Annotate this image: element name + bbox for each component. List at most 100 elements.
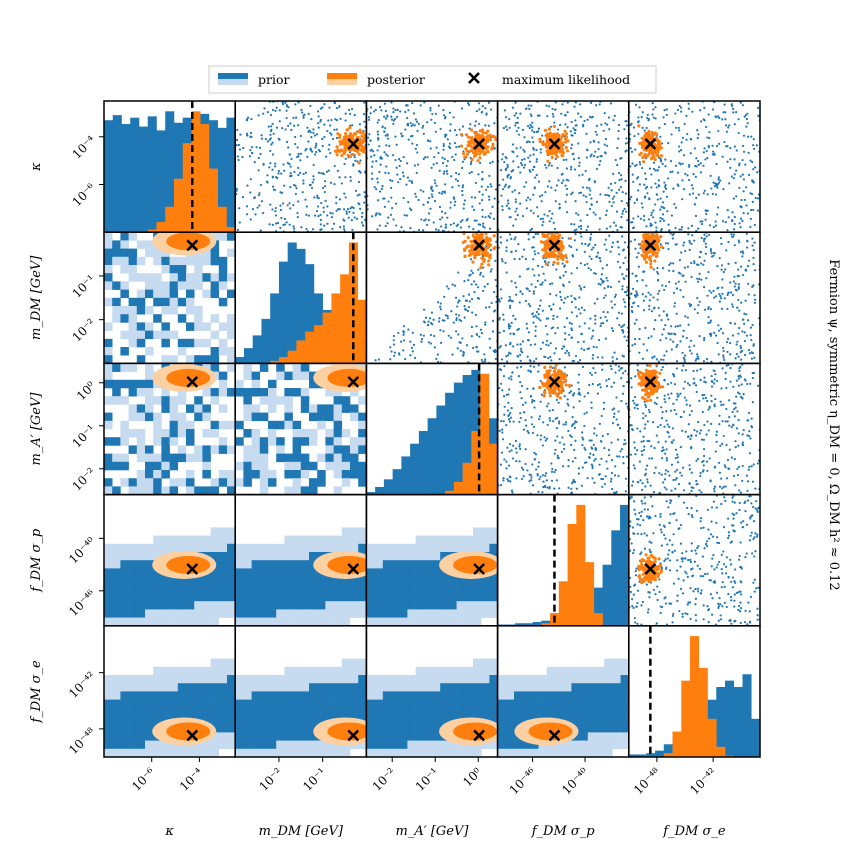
panel-kappa-m_Aprime	[365, 100, 499, 233]
prior-sample-point	[238, 148, 242, 151]
prior-sample-point	[550, 462, 553, 465]
prior-sample-point	[709, 334, 713, 337]
prior-sample-point	[488, 174, 491, 177]
prior-sample-point	[457, 314, 461, 317]
prior-sample-point	[634, 164, 637, 168]
prior-sample-point	[660, 142, 664, 145]
prior-sample-point	[307, 112, 310, 116]
prior-sample-point	[529, 343, 532, 346]
prior-sample-point	[622, 372, 625, 375]
posterior-sample-point	[657, 248, 661, 252]
prior-sample-point	[566, 126, 569, 129]
prior-sample-point	[438, 169, 441, 172]
prior-sample-point	[537, 317, 540, 320]
prior-sample-point	[446, 317, 449, 320]
prior-sample-point	[468, 172, 471, 175]
prior-sample-point	[718, 116, 721, 120]
posterior-sample-point	[538, 228, 541, 231]
posterior-sample-point	[552, 124, 556, 129]
prior-2d-cell	[145, 396, 154, 405]
prior-sample-point	[737, 268, 740, 271]
prior-sample-point	[622, 298, 625, 301]
prior-sample-point	[329, 131, 332, 135]
prior-sample-point	[316, 205, 320, 208]
prior-sample-point	[455, 318, 458, 322]
posterior-sample-point	[349, 136, 354, 140]
prior-2d-cell	[202, 248, 211, 258]
prior-sample-point	[375, 160, 378, 163]
prior-2d-cell	[177, 265, 187, 274]
prior-sample-point	[595, 434, 598, 437]
prior-sample-point	[720, 307, 724, 310]
prior-sample-point	[422, 132, 425, 135]
prior-sample-point	[677, 126, 681, 130]
prior-sample-point	[338, 198, 342, 201]
prior-2d-cell	[202, 470, 211, 479]
prior-sample-point	[556, 166, 559, 170]
posterior-sample-point	[655, 243, 659, 247]
prior-sample-point	[331, 212, 334, 215]
prior-sample-point	[583, 250, 586, 253]
prior-sample-point	[297, 200, 300, 203]
prior-sample-point	[548, 162, 551, 165]
prior-sample-point	[509, 325, 512, 328]
prior-sample-point	[432, 318, 435, 321]
prior-sample-point	[290, 128, 293, 132]
prior-sample-point	[343, 192, 346, 195]
prior-hist-bar	[235, 357, 245, 364]
prior-sample-point	[674, 282, 678, 285]
prior-sample-point	[478, 122, 481, 126]
prior-sample-point	[449, 223, 452, 226]
prior-2d-cell	[161, 396, 170, 405]
prior-sample-point	[727, 291, 730, 295]
posterior-sample-point	[477, 238, 482, 242]
prior-2d-cell	[177, 347, 187, 356]
prior-sample-point	[622, 331, 625, 334]
prior-sample-point	[485, 188, 488, 191]
prior-sample-point	[461, 219, 464, 222]
prior-sample-point	[717, 329, 721, 332]
posterior-sample-point	[477, 147, 481, 152]
prior-sample-point	[477, 286, 480, 289]
prior-sample-point	[664, 285, 668, 288]
prior-sample-point	[366, 136, 370, 139]
prior-2d-cell	[235, 379, 244, 389]
prior-sample-point	[505, 249, 508, 253]
prior-sample-point	[501, 205, 504, 208]
prior-sample-point	[504, 168, 507, 171]
prior-sample-point	[749, 225, 752, 229]
prior-sample-point	[667, 332, 670, 335]
posterior-sample-point	[650, 155, 655, 160]
prior-sample-point	[323, 123, 326, 126]
prior-sample-point	[574, 306, 577, 309]
prior-2d-cell	[317, 478, 326, 487]
prior-sample-point	[451, 155, 454, 159]
prior-sample-point	[238, 207, 241, 210]
prior-sample-point	[363, 191, 366, 194]
prior-sample-point	[331, 227, 334, 231]
prior-sample-point	[613, 412, 616, 415]
prior-sample-point	[411, 123, 415, 126]
prior-sample-point	[573, 168, 577, 171]
prior-sample-point	[612, 221, 615, 224]
prior-sample-point	[737, 274, 741, 278]
prior-sample-point	[652, 307, 655, 310]
prior-sample-point	[551, 212, 554, 215]
posterior-sample-point	[487, 259, 491, 263]
prior-sample-point	[564, 297, 567, 300]
prior-2d-cell	[145, 478, 154, 487]
prior-sample-point	[422, 124, 425, 127]
prior-sample-point	[629, 240, 632, 243]
prior-sample-point	[557, 457, 560, 460]
prior-2d-cell	[350, 404, 359, 413]
prior-sample-point	[560, 173, 563, 176]
prior-sample-point	[619, 450, 622, 453]
posterior-sample-point	[554, 363, 559, 367]
prior-2d-cell	[153, 396, 162, 405]
prior-sample-point	[567, 404, 570, 407]
prior-sample-point	[250, 146, 254, 149]
prior-sample-point	[415, 120, 419, 123]
prior-sample-point	[741, 318, 745, 321]
prior-sample-point	[641, 357, 645, 360]
prior-sample-point	[617, 129, 620, 133]
